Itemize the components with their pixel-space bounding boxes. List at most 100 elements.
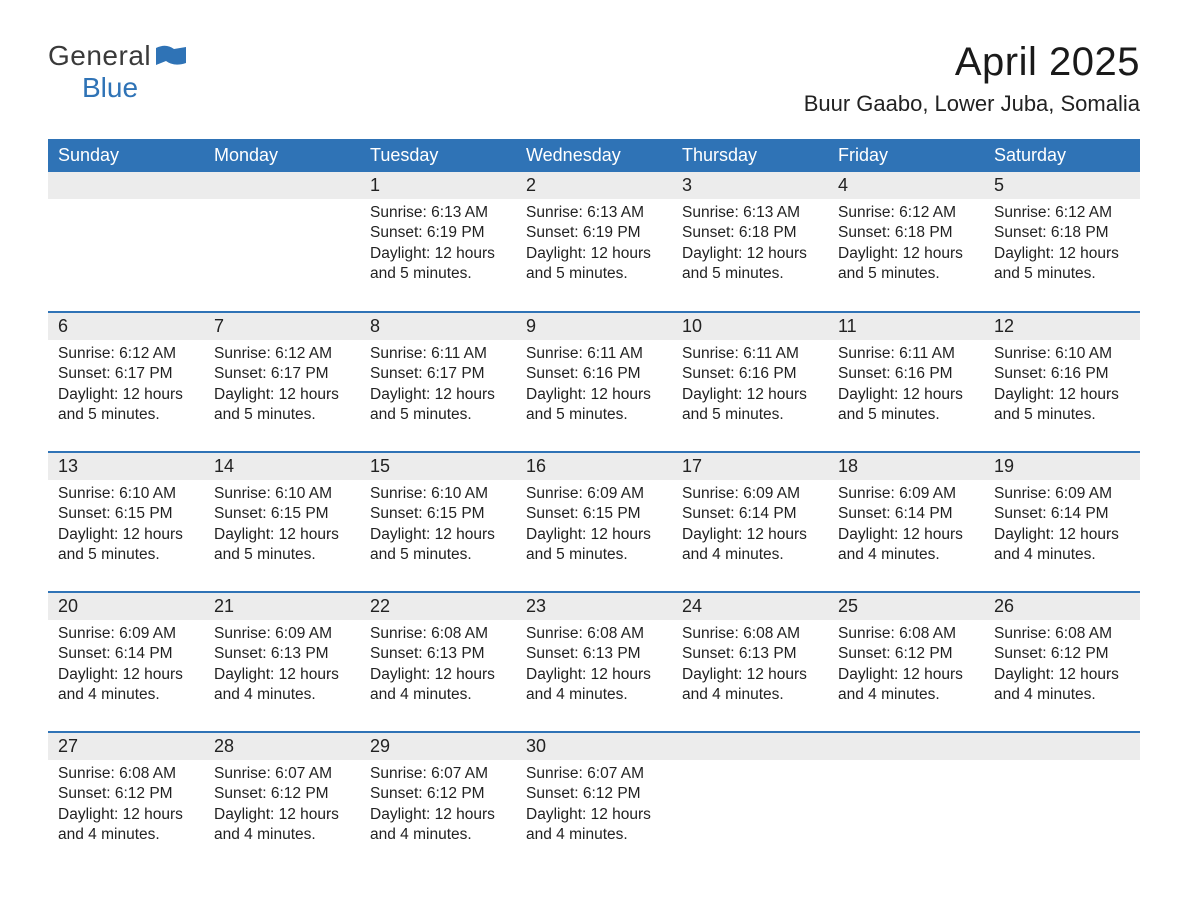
flag-icon (156, 40, 186, 72)
week-row: 13Sunrise: 6:10 AMSunset: 6:15 PMDayligh… (48, 452, 1140, 592)
sunrise: Sunrise: 6:09 AM (682, 484, 818, 504)
week-row: ....1Sunrise: 6:13 AMSunset: 6:19 PMDayl… (48, 172, 1140, 312)
sunset: Sunset: 6:19 PM (526, 223, 662, 243)
day-number: 29 (360, 733, 516, 760)
dayhead-tue: Tuesday (360, 139, 516, 172)
daylight: Daylight: 12 hours and 4 minutes. (58, 665, 194, 706)
daylight: Daylight: 12 hours and 4 minutes. (214, 665, 350, 706)
sunset: Sunset: 6:13 PM (370, 644, 506, 664)
daylight: Daylight: 12 hours and 5 minutes. (370, 244, 506, 285)
sunrise: Sunrise: 6:10 AM (214, 484, 350, 504)
day-body: Sunrise: 6:08 AMSunset: 6:12 PMDaylight:… (984, 620, 1140, 714)
week-row: 27Sunrise: 6:08 AMSunset: 6:12 PMDayligh… (48, 732, 1140, 872)
day-header-row: Sunday Monday Tuesday Wednesday Thursday… (48, 139, 1140, 172)
day-cell: 13Sunrise: 6:10 AMSunset: 6:15 PMDayligh… (48, 452, 204, 592)
day-number: 3 (672, 172, 828, 199)
sunset: Sunset: 6:12 PM (526, 784, 662, 804)
day-cell: 22Sunrise: 6:08 AMSunset: 6:13 PMDayligh… (360, 592, 516, 732)
sunset: Sunset: 6:19 PM (370, 223, 506, 243)
sunrise: Sunrise: 6:08 AM (58, 764, 194, 784)
day-number: 26 (984, 593, 1140, 620)
day-body: Sunrise: 6:08 AMSunset: 6:12 PMDaylight:… (828, 620, 984, 714)
sunset: Sunset: 6:13 PM (682, 644, 818, 664)
day-cell: 15Sunrise: 6:10 AMSunset: 6:15 PMDayligh… (360, 452, 516, 592)
sunrise: Sunrise: 6:12 AM (838, 203, 974, 223)
sunset: Sunset: 6:15 PM (526, 504, 662, 524)
sunset: Sunset: 6:15 PM (58, 504, 194, 524)
day-body: Sunrise: 6:13 AMSunset: 6:19 PMDaylight:… (360, 199, 516, 293)
day-body: Sunrise: 6:12 AMSunset: 6:18 PMDaylight:… (828, 199, 984, 293)
day-body: Sunrise: 6:09 AMSunset: 6:13 PMDaylight:… (204, 620, 360, 714)
daylight: Daylight: 12 hours and 5 minutes. (526, 244, 662, 285)
day-body: Sunrise: 6:11 AMSunset: 6:16 PMDaylight:… (672, 340, 828, 434)
week-row: 20Sunrise: 6:09 AMSunset: 6:14 PMDayligh… (48, 592, 1140, 732)
sunrise: Sunrise: 6:12 AM (994, 203, 1130, 223)
day-number: 6 (48, 313, 204, 340)
day-body: Sunrise: 6:07 AMSunset: 6:12 PMDaylight:… (516, 760, 672, 854)
sunset: Sunset: 6:14 PM (58, 644, 194, 664)
day-cell: 1Sunrise: 6:13 AMSunset: 6:19 PMDaylight… (360, 172, 516, 312)
day-cell: 16Sunrise: 6:09 AMSunset: 6:15 PMDayligh… (516, 452, 672, 592)
day-number: 30 (516, 733, 672, 760)
day-cell: 5Sunrise: 6:12 AMSunset: 6:18 PMDaylight… (984, 172, 1140, 312)
sunrise: Sunrise: 6:09 AM (214, 624, 350, 644)
sunset: Sunset: 6:12 PM (214, 784, 350, 804)
daylight: Daylight: 12 hours and 5 minutes. (214, 525, 350, 566)
sunrise: Sunrise: 6:10 AM (994, 344, 1130, 364)
day-body: Sunrise: 6:09 AMSunset: 6:14 PMDaylight:… (672, 480, 828, 574)
day-cell: .. (672, 732, 828, 872)
sunset: Sunset: 6:14 PM (838, 504, 974, 524)
sunset: Sunset: 6:13 PM (214, 644, 350, 664)
logo-text-2: Blue (82, 72, 138, 104)
day-number: 8 (360, 313, 516, 340)
sunset: Sunset: 6:16 PM (526, 364, 662, 384)
daylight: Daylight: 12 hours and 4 minutes. (682, 665, 818, 706)
day-body: Sunrise: 6:09 AMSunset: 6:14 PMDaylight:… (48, 620, 204, 714)
sunset: Sunset: 6:18 PM (682, 223, 818, 243)
daylight: Daylight: 12 hours and 5 minutes. (526, 525, 662, 566)
day-number: 1 (360, 172, 516, 199)
day-body: Sunrise: 6:12 AMSunset: 6:18 PMDaylight:… (984, 199, 1140, 293)
day-body: Sunrise: 6:10 AMSunset: 6:15 PMDaylight:… (360, 480, 516, 574)
page: General Blue April 2025 Buur Gaabo, Lowe… (0, 0, 1188, 892)
dayhead-fri: Friday (828, 139, 984, 172)
day-body: Sunrise: 6:13 AMSunset: 6:18 PMDaylight:… (672, 199, 828, 293)
daylight: Daylight: 12 hours and 5 minutes. (682, 385, 818, 426)
day-number: 11 (828, 313, 984, 340)
sunset: Sunset: 6:18 PM (838, 223, 974, 243)
day-cell: 30Sunrise: 6:07 AMSunset: 6:12 PMDayligh… (516, 732, 672, 872)
day-body: Sunrise: 6:10 AMSunset: 6:16 PMDaylight:… (984, 340, 1140, 434)
sunrise: Sunrise: 6:12 AM (214, 344, 350, 364)
daylight: Daylight: 12 hours and 5 minutes. (838, 385, 974, 426)
dayhead-thu: Thursday (672, 139, 828, 172)
day-number: 10 (672, 313, 828, 340)
day-body: Sunrise: 6:13 AMSunset: 6:19 PMDaylight:… (516, 199, 672, 293)
day-number: 20 (48, 593, 204, 620)
day-cell: 6Sunrise: 6:12 AMSunset: 6:17 PMDaylight… (48, 312, 204, 452)
day-body: Sunrise: 6:11 AMSunset: 6:16 PMDaylight:… (828, 340, 984, 434)
day-body: Sunrise: 6:12 AMSunset: 6:17 PMDaylight:… (204, 340, 360, 434)
day-body: Sunrise: 6:09 AMSunset: 6:15 PMDaylight:… (516, 480, 672, 574)
sunset: Sunset: 6:17 PM (58, 364, 194, 384)
day-number: 18 (828, 453, 984, 480)
day-number: 5 (984, 172, 1140, 199)
sunrise: Sunrise: 6:11 AM (682, 344, 818, 364)
day-number: 16 (516, 453, 672, 480)
day-number: 21 (204, 593, 360, 620)
daylight: Daylight: 12 hours and 5 minutes. (58, 525, 194, 566)
sunset: Sunset: 6:14 PM (994, 504, 1130, 524)
sunrise: Sunrise: 6:13 AM (526, 203, 662, 223)
sunset: Sunset: 6:12 PM (58, 784, 194, 804)
day-body: Sunrise: 6:12 AMSunset: 6:17 PMDaylight:… (48, 340, 204, 434)
calendar-table: Sunday Monday Tuesday Wednesday Thursday… (48, 139, 1140, 872)
day-cell: 20Sunrise: 6:09 AMSunset: 6:14 PMDayligh… (48, 592, 204, 732)
sunrise: Sunrise: 6:08 AM (370, 624, 506, 644)
day-number: 14 (204, 453, 360, 480)
daylight: Daylight: 12 hours and 5 minutes. (682, 244, 818, 285)
day-cell: 27Sunrise: 6:08 AMSunset: 6:12 PMDayligh… (48, 732, 204, 872)
sunrise: Sunrise: 6:08 AM (838, 624, 974, 644)
day-body: Sunrise: 6:08 AMSunset: 6:13 PMDaylight:… (672, 620, 828, 714)
location-subtitle: Buur Gaabo, Lower Juba, Somalia (804, 91, 1140, 117)
daylight: Daylight: 12 hours and 4 minutes. (370, 665, 506, 706)
sunset: Sunset: 6:18 PM (994, 223, 1130, 243)
